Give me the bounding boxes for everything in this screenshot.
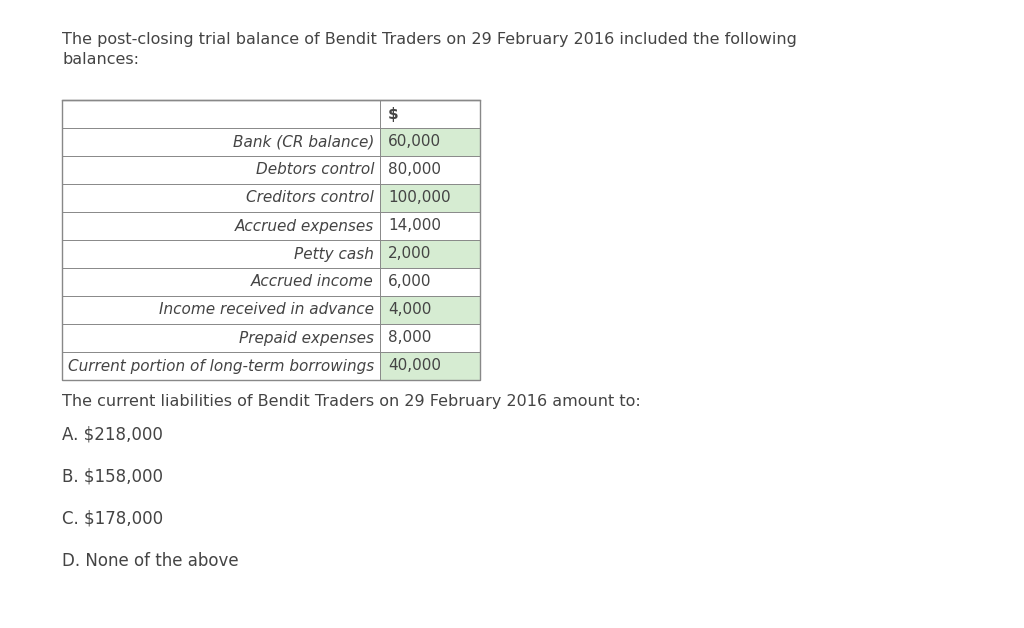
Bar	[380, 296, 480, 324]
Text: Debtors control: Debtors control	[256, 163, 374, 178]
Bar	[380, 352, 480, 380]
Text: Current portion of long-term borrowings: Current portion of long-term borrowings	[68, 359, 374, 374]
Text: 8,000: 8,000	[388, 330, 431, 345]
Text: Bank (CR balance): Bank (CR balance)	[232, 134, 374, 149]
Text: 6,000: 6,000	[388, 274, 431, 290]
Text: 100,000: 100,000	[388, 190, 451, 205]
Text: 60,000: 60,000	[388, 134, 441, 149]
Text: 14,000: 14,000	[388, 219, 441, 234]
Text: Income received in advance: Income received in advance	[159, 303, 374, 318]
Text: 40,000: 40,000	[388, 359, 441, 374]
Text: 4,000: 4,000	[388, 303, 431, 318]
Text: Prepaid expenses: Prepaid expenses	[239, 330, 374, 345]
Bar	[62, 100, 480, 380]
Text: Accrued income: Accrued income	[251, 274, 374, 290]
Text: Creditors control: Creditors control	[246, 190, 374, 205]
Text: D. None of the above: D. None of the above	[62, 552, 239, 570]
Text: B. $158,000: B. $158,000	[62, 468, 163, 486]
Text: balances:: balances:	[62, 52, 139, 67]
Text: 2,000: 2,000	[388, 247, 431, 261]
Text: C. $178,000: C. $178,000	[62, 510, 163, 528]
Bar	[380, 240, 480, 268]
Text: Petty cash: Petty cash	[294, 247, 374, 261]
Text: A. $218,000: A. $218,000	[62, 426, 163, 444]
Text: Accrued expenses: Accrued expenses	[234, 219, 374, 234]
Bar	[380, 128, 480, 156]
Text: 80,000: 80,000	[388, 163, 441, 178]
Bar	[380, 184, 480, 212]
Bar	[62, 100, 480, 380]
Text: $: $	[388, 107, 398, 121]
Text: The current liabilities of Bendit Traders on 29 February 2016 amount to:: The current liabilities of Bendit Trader…	[62, 394, 641, 409]
Text: The post-closing trial balance of Bendit Traders on 29 February 2016 included th: The post-closing trial balance of Bendit…	[62, 32, 797, 47]
